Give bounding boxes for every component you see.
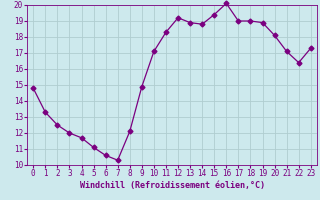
X-axis label: Windchill (Refroidissement éolien,°C): Windchill (Refroidissement éolien,°C) — [79, 181, 265, 190]
